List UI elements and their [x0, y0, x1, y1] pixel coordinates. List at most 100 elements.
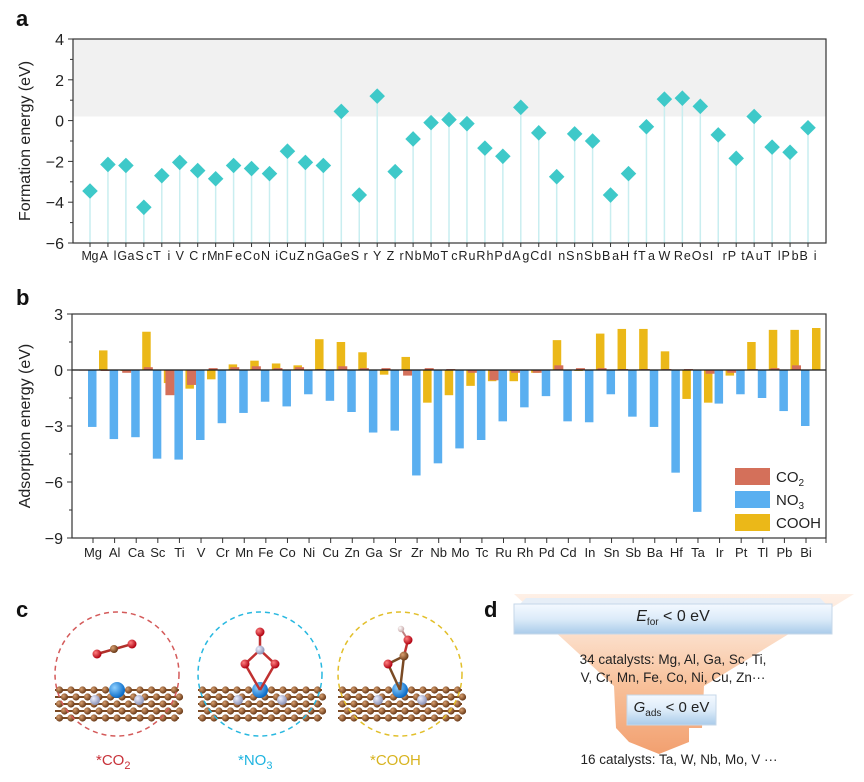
carbon-atom [203, 693, 212, 701]
carbon-atom [55, 714, 64, 722]
carbon-atom [442, 686, 450, 694]
marker-Sn [566, 126, 583, 142]
carbon-atom [284, 707, 292, 715]
marker-Ti [154, 167, 170, 184]
carbon-atom [244, 714, 253, 722]
carbon-atom [147, 714, 156, 722]
bar-COOH-Ga [379, 370, 389, 375]
plot-frame [71, 313, 827, 539]
marker-Ba [602, 187, 619, 203]
carbon-atom [175, 693, 184, 701]
oxygen-atom [403, 635, 413, 645]
carbon-atom [401, 707, 409, 715]
marker-Sc [136, 199, 152, 216]
carbon-atom [83, 707, 92, 715]
y-tick-label: −4 [46, 195, 64, 212]
carbon-atom [412, 707, 421, 715]
marker-Ga [118, 157, 134, 174]
bar-NO3-Pt [736, 370, 745, 395]
carbon-atom [350, 686, 358, 694]
x-tick-label: Zn [345, 545, 360, 560]
bar-CO2-Rh [511, 370, 521, 373]
carbon-atom [361, 686, 370, 694]
oxygen-atom [383, 659, 393, 669]
carbon-atom [198, 714, 207, 722]
carbon-atom [215, 693, 223, 701]
marker-Ru [459, 115, 475, 132]
bar-CO2-Bi [792, 365, 801, 370]
x-tick-label: Sn [566, 249, 583, 263]
nitrogen-atom [90, 695, 100, 705]
marker-Mg [82, 183, 98, 199]
carbon-atom [361, 714, 370, 722]
legend-swatch-COOH [735, 514, 770, 531]
carbon-atom [152, 707, 161, 715]
x-tick-label: Sc [150, 545, 166, 560]
x-tick-label: Pt [728, 249, 746, 263]
carbon-atom [295, 707, 304, 715]
carbon-atom [256, 714, 264, 722]
carbon-atom [261, 707, 269, 715]
x-tick-label: Pt [735, 545, 748, 560]
x-tick-label: Ti [174, 545, 184, 560]
x-tick-label: Nb [430, 545, 447, 560]
x-tick-label: Mo [451, 545, 469, 560]
carbon-atom [221, 700, 230, 708]
efor-rest: < 0 eV [658, 608, 710, 625]
x-tick-label: Ga [315, 249, 332, 263]
bar-CO2-Sn [597, 368, 607, 370]
nitrogen-atom [373, 695, 383, 705]
carbon-atom [396, 700, 404, 708]
dashed-ring [337, 611, 463, 737]
structure-0 [54, 611, 184, 737]
x-tick-label: Cd [560, 545, 577, 560]
y-tick-label: 2 [55, 73, 64, 90]
carbon-atom [389, 707, 398, 715]
caption-co2-main: *CO [96, 752, 125, 769]
carbon-atom [407, 714, 416, 722]
x-tick-label: Sr [389, 545, 403, 560]
bar-COOH-Mg [99, 350, 108, 370]
x-tick-label: Ca [128, 545, 145, 560]
carbon-atom [290, 700, 299, 708]
carbon-atom [267, 700, 276, 708]
gads-sub: ads [645, 708, 662, 719]
x-tick-label: Mn [207, 249, 224, 263]
bar-NO3-Ru [498, 370, 508, 422]
carbon-atom [447, 693, 455, 701]
bar-COOH-Nb [444, 370, 454, 396]
marker-Cd [530, 125, 547, 141]
carbon-atom [435, 693, 444, 701]
marker-Rh [477, 140, 493, 156]
bar-COOH-Zr [423, 370, 432, 403]
x-tick-label: Sn [604, 545, 620, 560]
y-tick-label: −6 [46, 236, 64, 253]
marker-Sb [584, 133, 601, 149]
carbon-atom [407, 700, 416, 708]
carbon-atom [233, 686, 241, 694]
bar-COOH-Fe [271, 363, 281, 370]
carbon-atom [279, 714, 287, 722]
y-tick-label: 4 [55, 32, 64, 49]
screening-funnel [513, 594, 854, 754]
x-tick-label: Ba [647, 545, 664, 560]
bar-COOH-In [595, 333, 605, 370]
carbon-atom [101, 686, 110, 694]
y-tick-label: 3 [54, 307, 63, 324]
bar-NO3-Fe [260, 370, 270, 402]
y-tick-label: −2 [46, 154, 64, 171]
carbon-atom [307, 693, 315, 701]
y-tick-label: −6 [45, 475, 63, 492]
carbon-atom [55, 686, 64, 694]
x-tick-label: Sb [625, 545, 641, 560]
bar-NO3-Al [109, 370, 119, 440]
marker-Nb [405, 131, 421, 147]
bar-NO3-Cu [325, 370, 335, 401]
marker-Sr [351, 187, 368, 203]
x-tick-label: Bi [800, 249, 817, 263]
bar-CO2-Co [273, 368, 283, 370]
bar-CO2-Ga [359, 368, 369, 370]
y-tick-label: −3 [45, 419, 63, 436]
carbon-atom [366, 693, 375, 701]
bar-CO2-Cd [554, 365, 564, 370]
